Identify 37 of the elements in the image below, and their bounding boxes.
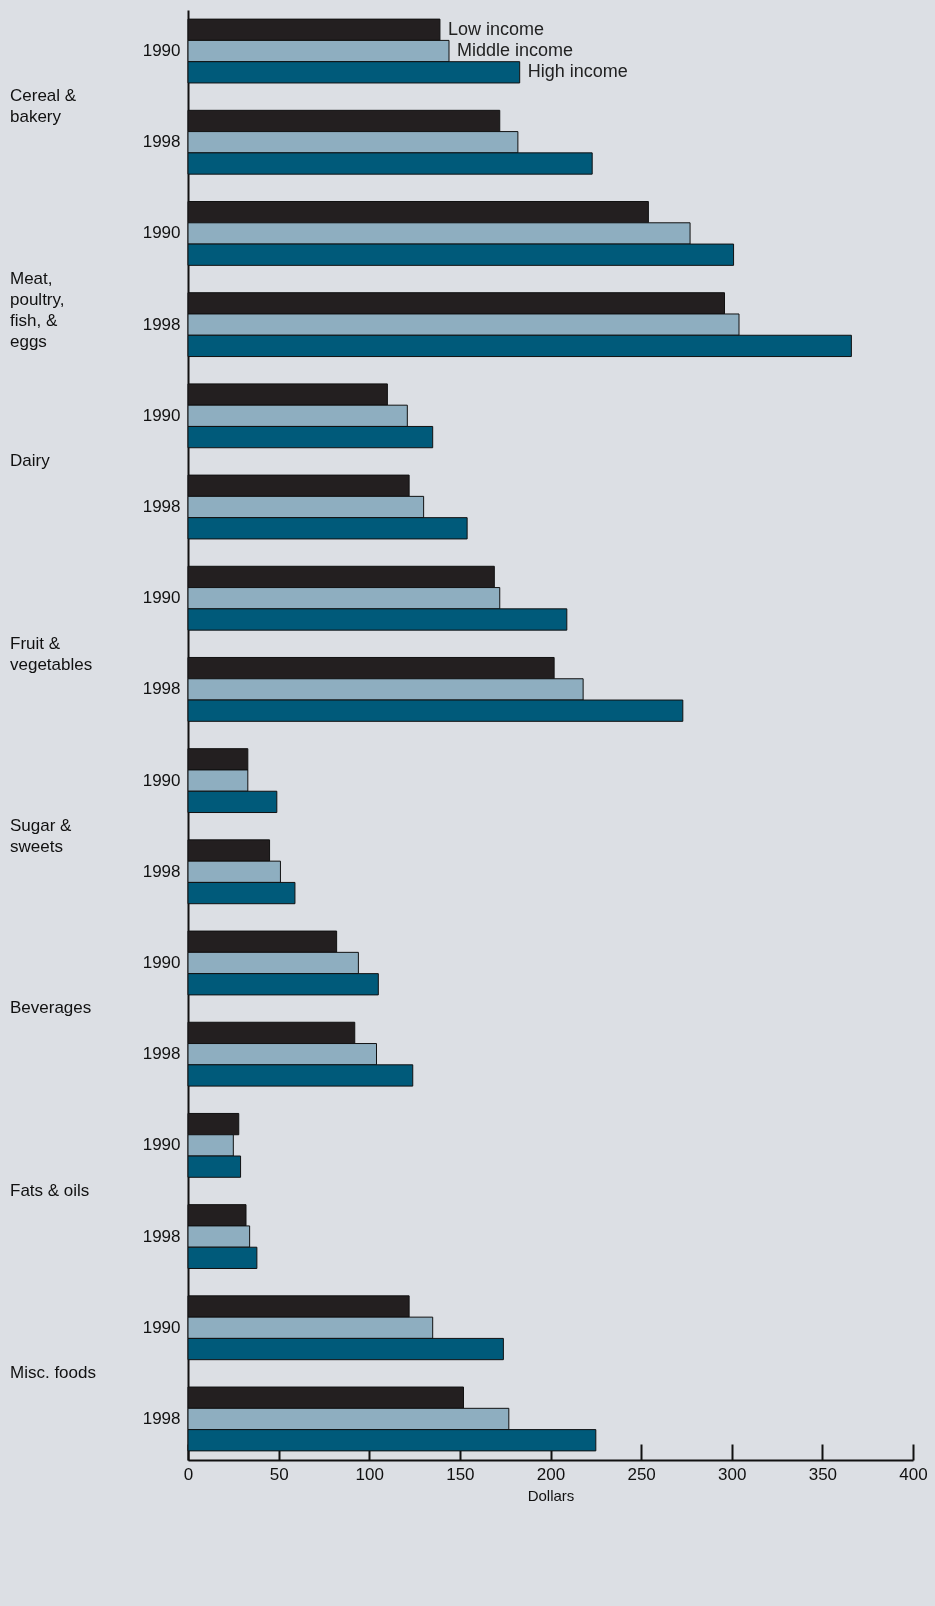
text: Misc. foods: [10, 1363, 96, 1383]
y-tick-label: 1998: [142, 132, 181, 152]
x-tick-label: 100: [355, 1464, 384, 1484]
series-label: Low income: [447, 18, 544, 39]
text: Meat, poultry, fish, & eggs: [10, 268, 65, 351]
y-tick-label: 1990: [142, 41, 181, 61]
y-tick-label: 1990: [142, 952, 181, 972]
x-tick-label: 50: [269, 1464, 289, 1484]
y-tick-label: 1990: [142, 588, 181, 608]
series-label: Middle income: [457, 40, 574, 61]
y-tick-label: 1990: [142, 223, 181, 243]
text: Fruit & vegetables: [10, 633, 93, 674]
y-tick-label: 1990: [142, 1135, 181, 1155]
x-tick-label: 150: [446, 1464, 475, 1484]
y-tick-label: 1998: [142, 861, 181, 881]
text: Beverages: [10, 998, 92, 1018]
x-tick-label: 400: [899, 1464, 928, 1484]
series-label: High income: [527, 61, 628, 82]
text: Sugar & sweets: [10, 815, 73, 856]
y-tick-label: 1998: [142, 314, 181, 334]
y-tick-label: 1990: [142, 405, 181, 425]
text: Cereal & bakery: [10, 86, 77, 127]
x-axis-title: Dollars: [527, 1486, 575, 1504]
y-tick-label: 1998: [142, 497, 181, 517]
y-tick-label: 1998: [142, 679, 181, 699]
x-tick-label: 250: [627, 1464, 656, 1484]
x-tick-label: 350: [808, 1464, 838, 1484]
y-tick-label: 1998: [142, 1408, 181, 1428]
x-tick-label: 300: [718, 1464, 747, 1484]
y-tick-label: 1998: [142, 1044, 181, 1064]
x-tick-label: 200: [536, 1464, 566, 1484]
y-tick-label: 1990: [142, 770, 181, 790]
text: Dairy: [10, 451, 51, 471]
text: Fats & oils: [10, 1180, 90, 1200]
y-tick-label: 1990: [142, 1317, 181, 1337]
y-tick-label: 1998: [142, 1226, 181, 1246]
x-tick-label: 0: [183, 1464, 194, 1484]
